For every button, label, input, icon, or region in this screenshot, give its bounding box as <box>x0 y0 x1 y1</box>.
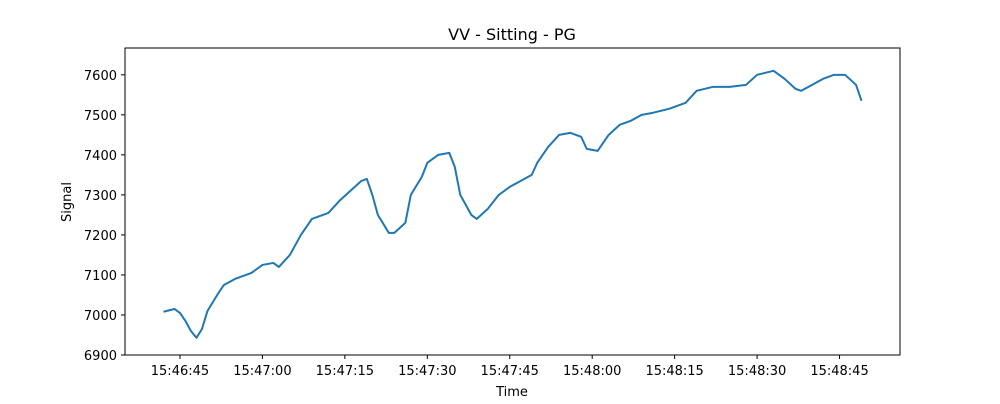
y-tick-label: 7300 <box>84 189 117 204</box>
y-tick-label: 7400 <box>84 149 117 164</box>
x-tick-label: 15:47:45 <box>481 364 539 379</box>
plot-frame <box>124 47 901 356</box>
x-tick-label: 15:48:45 <box>810 364 868 379</box>
x-tick-label: 15:48:00 <box>563 364 621 379</box>
y-axis-label: Signal <box>60 182 75 222</box>
y-tick-label: 7500 <box>84 109 117 124</box>
x-tick-label: 15:46:45 <box>151 364 209 379</box>
x-tick-label: 15:47:30 <box>398 364 456 379</box>
x-tick-label: 15:47:00 <box>233 364 291 379</box>
chart-title: VV - Sitting - PG <box>448 25 576 44</box>
y-tick-label: 7000 <box>84 309 117 324</box>
x-tick-label: 15:48:30 <box>728 364 786 379</box>
y-tick-label: 6900 <box>84 349 117 364</box>
x-axis-label: Time <box>495 385 528 400</box>
signal-line <box>163 69 863 339</box>
y-tick-label: 7600 <box>84 69 117 84</box>
y-tick-label: 7100 <box>84 269 117 284</box>
y-tick-label: 7200 <box>84 229 117 244</box>
x-tick-label: 15:48:15 <box>645 364 703 379</box>
x-tick-label: 15:47:15 <box>316 364 374 379</box>
